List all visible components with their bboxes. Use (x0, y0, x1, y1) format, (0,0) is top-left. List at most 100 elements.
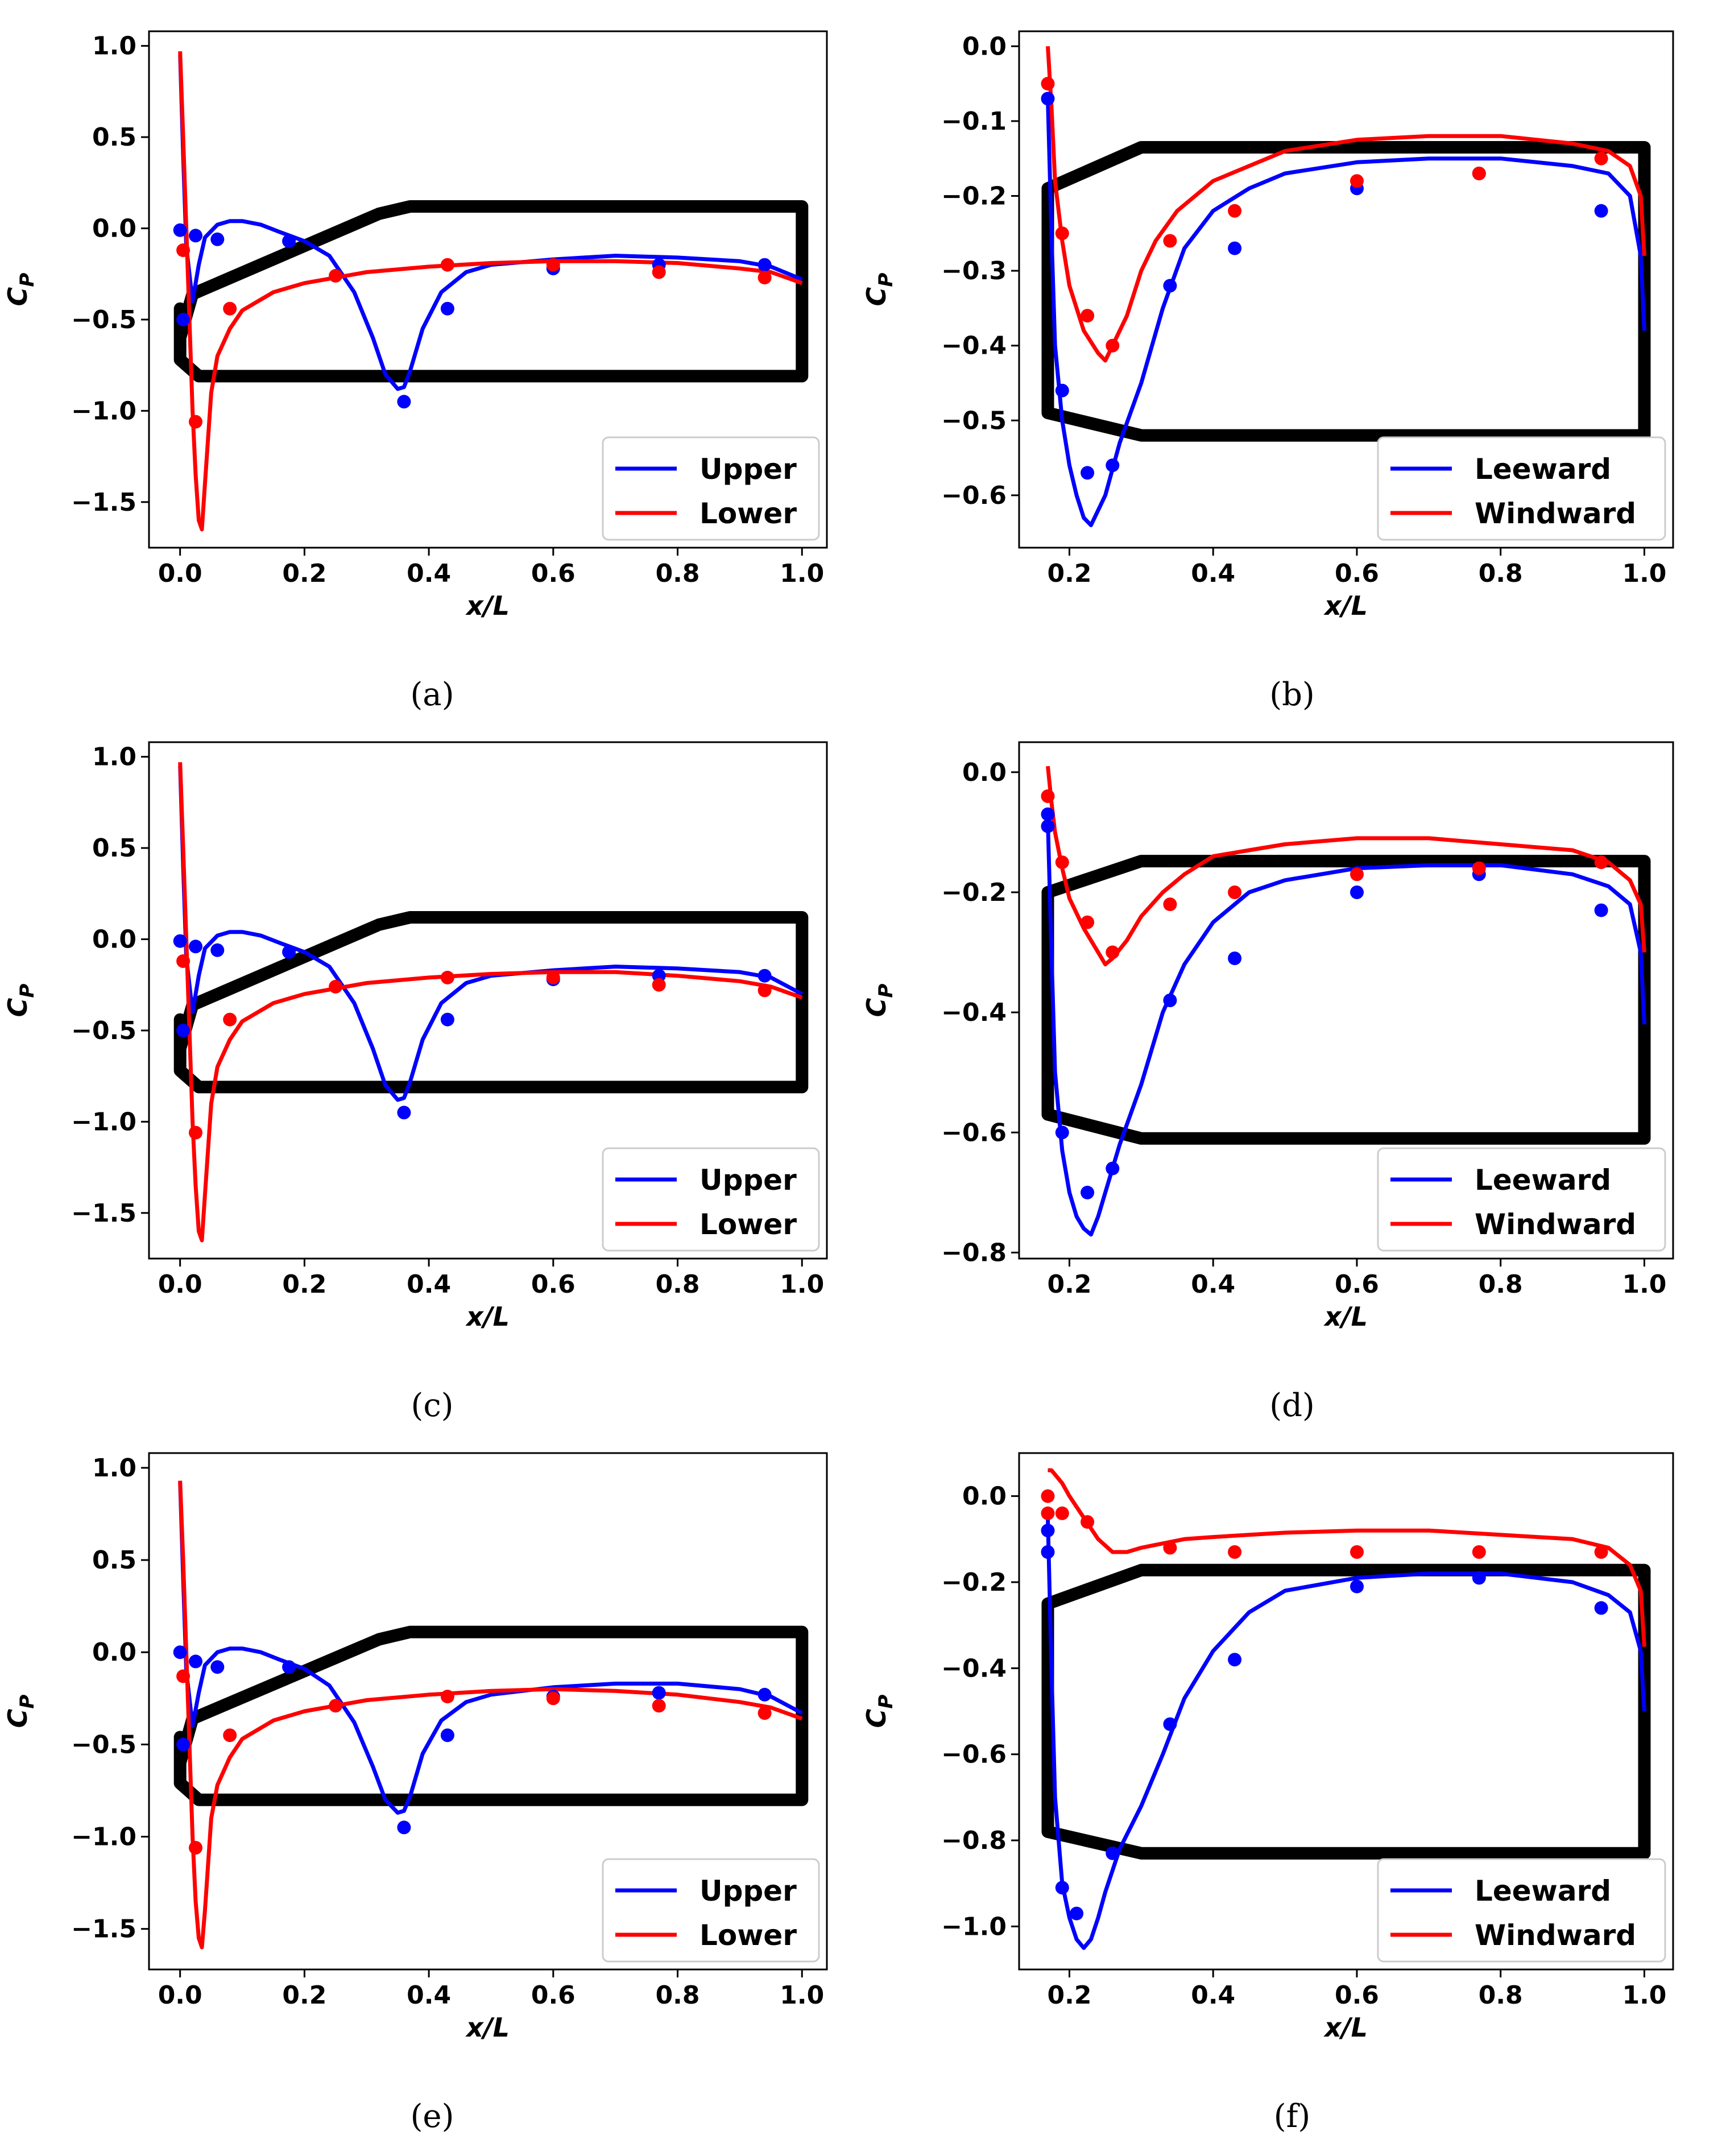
x-axis-label: x/L (465, 1301, 510, 1332)
data-point-lower (757, 983, 772, 998)
chart-panel-f: 0.2 0.4 0.6 0.8 1.0 0.0 −0.2 −0.4 −0.6 −0.8 −1.0 x/… (861, 1452, 1674, 2135)
legend-label-upper: Upper (699, 1874, 797, 1907)
data-point-leeward (1594, 1601, 1608, 1615)
y-tick-label: −0.1 (941, 107, 1007, 136)
data-point-windward (1055, 855, 1069, 870)
y-axis-label-main: C (861, 1708, 892, 1728)
series-line-windward (1048, 1468, 1646, 1647)
chart-panel-e: 0.0 0.2 0.4 0.6 0.8 1.0 1.0 0.5 0.0 −0.5 −1.0 −1.5 x… (2, 1452, 828, 2135)
data-point-lower (176, 954, 191, 968)
x-tick-label: 0.8 (1479, 1270, 1523, 1299)
chart-panel-c: 0.0 0.2 0.4 0.6 0.8 1.0 1.0 0.5 0.0 −0.5 −1.0 −1.5 x… (2, 741, 828, 1424)
axis-frame (148, 1452, 828, 1971)
data-point-upper (440, 1012, 454, 1027)
y-tick-label: −0.5 (941, 406, 1007, 435)
data-point-lower (223, 1012, 237, 1027)
x-tick-label: 0.4 (407, 559, 451, 588)
data-point-upper (176, 312, 191, 326)
y-tick-label: 0.0 (962, 1482, 1007, 1511)
data-point-lower (329, 268, 343, 283)
data-point-upper (210, 1660, 225, 1674)
series-line-upper (178, 765, 803, 1102)
data-point-windward (1472, 1545, 1486, 1559)
data-point-upper (397, 395, 411, 409)
x-tick-label: 0.2 (282, 1270, 326, 1299)
y-axis-label-subscript: P (16, 1695, 39, 1709)
y-axis-label-main: C (2, 287, 33, 306)
axis-frame (1018, 741, 1674, 1260)
x-tick-label: 0.4 (1191, 1981, 1235, 2010)
data-point-upper (176, 1023, 191, 1037)
x-tick-label: 1.0 (780, 1981, 824, 2010)
data-point-lower (176, 1669, 191, 1683)
data-point-windward (1041, 1489, 1055, 1503)
y-tick-label: −0.8 (941, 1238, 1007, 1267)
data-point-windward (1472, 861, 1486, 875)
legend: Leeward Windward (1377, 1858, 1666, 1963)
data-point-leeward (1106, 1161, 1120, 1176)
y-tick-label: −0.5 (71, 1016, 136, 1045)
series-line-leeward (1046, 820, 1646, 1237)
panel-caption: (b) (1269, 676, 1315, 713)
y-tick-label: 1.0 (92, 743, 136, 772)
legend: Leeward Windward (1377, 1147, 1666, 1252)
data-point-leeward (1228, 241, 1242, 255)
y-tick-label: −0.6 (941, 1118, 1007, 1147)
y-tick-label: −0.6 (941, 481, 1007, 510)
x-tick-label: 0.8 (1479, 1981, 1523, 2010)
x-axis-label: x/L (1323, 2012, 1368, 2043)
x-tick-label: 0.6 (531, 1981, 576, 2010)
data-point-lower (329, 979, 343, 994)
y-axis-label: CP (861, 984, 897, 1017)
y-tick-label: −0.4 (941, 998, 1007, 1027)
data-point-lower (176, 243, 191, 257)
y-tick-label: 0.0 (92, 925, 136, 954)
y-tick-label: −0.2 (941, 878, 1007, 907)
y-axis-label: CP (2, 1695, 39, 1728)
y-tick-label: −1.0 (71, 1107, 136, 1136)
legend-label-upper: Upper (699, 453, 797, 486)
x-tick-label: 0.0 (158, 1270, 202, 1299)
series-line-upper (178, 1482, 803, 1815)
x-tick-label: 0.2 (282, 1981, 326, 2010)
data-point-lower (652, 265, 666, 279)
data-point-windward (1041, 77, 1055, 91)
data-point-lower (223, 1728, 237, 1743)
data-point-lower (546, 970, 560, 984)
axis-frame (148, 30, 828, 549)
y-tick-label: −0.2 (941, 182, 1007, 211)
series-line-lower (178, 1480, 803, 1950)
axis-frame (1018, 1452, 1674, 1971)
data-point-upper (282, 945, 296, 959)
data-point-upper (189, 940, 202, 954)
series-line-windward (1046, 46, 1646, 363)
x-axis-label: x/L (1323, 590, 1368, 621)
data-point-upper (757, 258, 772, 272)
data-point-lower (757, 1706, 772, 1720)
y-tick-label: 1.0 (92, 1454, 136, 1483)
y-tick-label: −0.8 (941, 1826, 1007, 1855)
data-point-leeward (1041, 1545, 1055, 1559)
x-axis-label: x/L (465, 590, 510, 621)
panel-caption: (d) (1269, 1387, 1315, 1424)
x-tick-label: 1.0 (1622, 1981, 1666, 2010)
y-axis-label-subscript: P (875, 1695, 897, 1709)
data-point-lower (440, 258, 454, 272)
data-point-leeward (1041, 1524, 1055, 1538)
x-axis-label: x/L (465, 2012, 510, 2043)
y-tick-label: −1.5 (71, 1199, 136, 1228)
x-tick-label: 0.4 (407, 1270, 451, 1299)
data-point-leeward (1350, 1579, 1364, 1594)
y-tick-label: −0.4 (941, 1654, 1007, 1683)
data-point-windward (1163, 234, 1177, 248)
panel-caption: (e) (411, 2098, 454, 2135)
body-shape-outline (1041, 1563, 1651, 1860)
x-tick-label: 0.0 (158, 1981, 202, 2010)
plot-area (1041, 46, 1651, 527)
data-point-upper (173, 1645, 187, 1660)
y-axis-label: CP (2, 984, 39, 1017)
data-point-windward (1081, 915, 1095, 929)
data-point-upper (189, 229, 202, 243)
data-point-leeward (1106, 1846, 1120, 1860)
plot-area (173, 51, 809, 532)
